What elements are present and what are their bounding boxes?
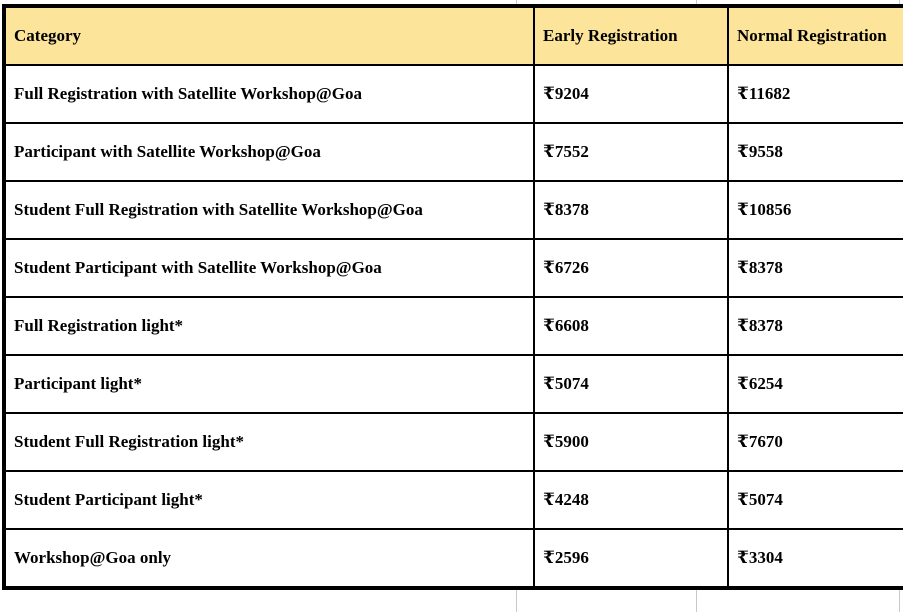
table-body: Full Registration with Satellite Worksho…	[3, 64, 903, 589]
table-header: Category Early Registration Normal Regis…	[3, 5, 903, 66]
normal-price-cell: ₹6254	[727, 354, 903, 414]
normal-price-cell: ₹11682	[727, 64, 903, 124]
normal-price-cell: ₹10856	[727, 180, 903, 240]
table-row: Student Participant light* ₹4248 ₹5074	[3, 470, 903, 530]
table-row: Full Registration with Satellite Worksho…	[3, 64, 903, 124]
category-cell: Participant light*	[3, 354, 535, 414]
column-header-category: Category	[3, 5, 535, 66]
category-cell: Student Participant with Satellite Works…	[3, 238, 535, 298]
early-price-cell: ₹6608	[533, 296, 729, 356]
early-price-cell: ₹9204	[533, 64, 729, 124]
category-cell: Student Full Registration with Satellite…	[3, 180, 535, 240]
normal-price-cell: ₹5074	[727, 470, 903, 530]
normal-price-cell: ₹8378	[727, 238, 903, 298]
early-price-cell: ₹4248	[533, 470, 729, 530]
early-price-cell: ₹5900	[533, 412, 729, 472]
header-row: Category Early Registration Normal Regis…	[3, 5, 903, 66]
registration-fees-table: Category Early Registration Normal Regis…	[2, 4, 903, 590]
early-price-cell: ₹5074	[533, 354, 729, 414]
category-cell: Workshop@Goa only	[3, 528, 535, 589]
category-cell: Full Registration light*	[3, 296, 535, 356]
table-row: Participant with Satellite Workshop@Goa …	[3, 122, 903, 182]
table-row: Workshop@Goa only ₹2596 ₹3304	[3, 528, 903, 589]
early-price-cell: ₹2596	[533, 528, 729, 589]
normal-price-cell: ₹3304	[727, 528, 903, 589]
early-price-cell: ₹6726	[533, 238, 729, 298]
table-row: Full Registration light* ₹6608 ₹8378	[3, 296, 903, 356]
normal-price-cell: ₹7670	[727, 412, 903, 472]
column-header-early-registration: Early Registration	[533, 5, 729, 66]
table-row: Participant light* ₹5074 ₹6254	[3, 354, 903, 414]
normal-price-cell: ₹8378	[727, 296, 903, 356]
table-row: Student Participant with Satellite Works…	[3, 238, 903, 298]
normal-price-cell: ₹9558	[727, 122, 903, 182]
table-row: Student Full Registration light* ₹5900 ₹…	[3, 412, 903, 472]
early-price-cell: ₹7552	[533, 122, 729, 182]
category-cell: Participant with Satellite Workshop@Goa	[3, 122, 535, 182]
table-row: Student Full Registration with Satellite…	[3, 180, 903, 240]
category-cell: Student Participant light*	[3, 470, 535, 530]
early-price-cell: ₹8378	[533, 180, 729, 240]
category-cell: Student Full Registration light*	[3, 412, 535, 472]
category-cell: Full Registration with Satellite Worksho…	[3, 64, 535, 124]
column-header-normal-registration: Normal Registration	[727, 5, 903, 66]
